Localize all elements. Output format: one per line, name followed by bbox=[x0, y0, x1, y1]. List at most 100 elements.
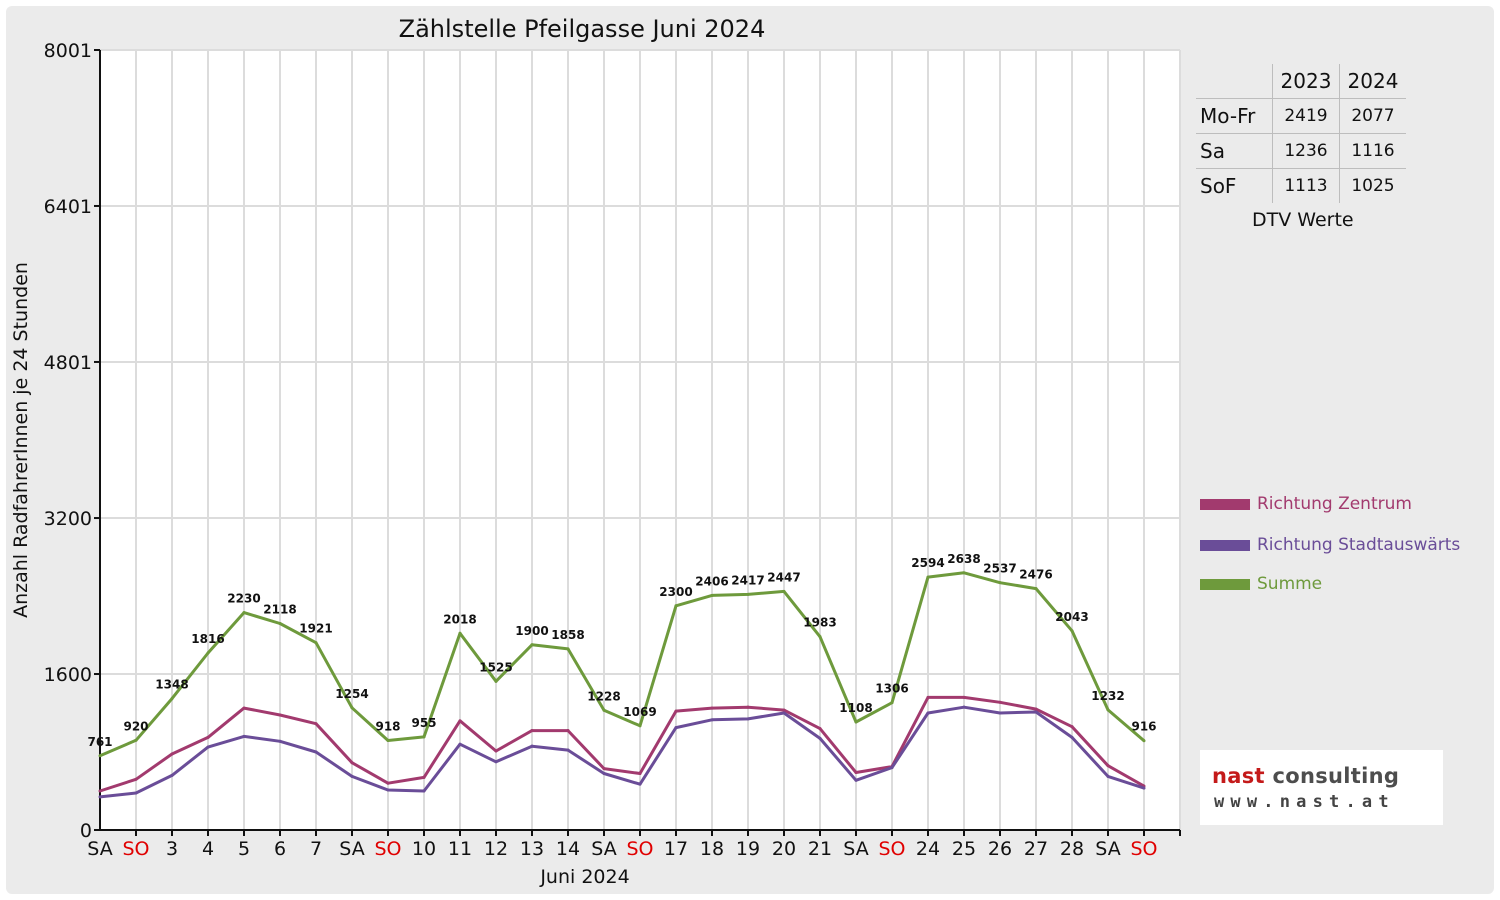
data-point bbox=[1070, 725, 1074, 729]
data-point bbox=[314, 722, 318, 726]
x-tick-label: SO bbox=[878, 838, 905, 860]
x-tick-label: SA bbox=[87, 838, 112, 860]
data-point bbox=[422, 775, 426, 779]
data-point bbox=[494, 679, 498, 683]
data-label: 918 bbox=[375, 720, 400, 734]
data-label: 1232 bbox=[1091, 689, 1124, 703]
x-tick-label: SO bbox=[1130, 838, 1157, 860]
dtv-cell: 1025 bbox=[1339, 168, 1406, 203]
dtv-row-label: Sa bbox=[1196, 133, 1273, 169]
x-tick-label: 17 bbox=[664, 838, 688, 860]
data-point bbox=[782, 589, 786, 593]
data-point bbox=[350, 706, 354, 710]
data-label: 1858 bbox=[551, 628, 584, 642]
data-label: 2594 bbox=[911, 556, 944, 570]
dtv-row-sa: Sa 1236 1116 bbox=[1196, 133, 1406, 169]
data-point bbox=[818, 635, 822, 639]
data-point bbox=[1106, 708, 1110, 712]
dtv-cell: 1236 bbox=[1272, 133, 1340, 169]
data-point bbox=[638, 724, 642, 728]
x-tick-label: 19 bbox=[736, 838, 760, 860]
y-tick-label: 3200 bbox=[44, 508, 92, 530]
data-point bbox=[98, 795, 102, 799]
dtv-row-label: SoF bbox=[1196, 168, 1273, 203]
dtv-header-row: 2023 2024 bbox=[1196, 64, 1406, 99]
data-point bbox=[170, 697, 174, 701]
data-label: 2406 bbox=[695, 574, 728, 588]
data-point bbox=[566, 748, 570, 752]
data-label: 761 bbox=[87, 735, 112, 749]
x-tick-label: SA bbox=[591, 838, 616, 860]
data-point bbox=[710, 593, 714, 597]
x-tick-label: SA bbox=[339, 838, 364, 860]
data-point bbox=[98, 754, 102, 758]
data-point bbox=[1034, 587, 1038, 591]
data-point bbox=[818, 727, 822, 731]
data-label: 2476 bbox=[1019, 568, 1052, 582]
data-point bbox=[746, 717, 750, 721]
x-tick-label: SA bbox=[1095, 838, 1120, 860]
dtv-row-sof: SoF 1113 1025 bbox=[1196, 168, 1406, 203]
axes: 0 1600 3200 4801 6401 8001 SA SO 3 4 5 6 7 SA SO 10 11 12… bbox=[44, 40, 1181, 860]
data-point bbox=[134, 777, 138, 781]
data-label: 1069 bbox=[623, 705, 656, 719]
data-point bbox=[422, 735, 426, 739]
data-point bbox=[854, 778, 858, 782]
data-point bbox=[710, 718, 714, 722]
y-tick-label: 6401 bbox=[44, 196, 92, 218]
data-label: 920 bbox=[123, 719, 148, 733]
dtv-cell: 1116 bbox=[1339, 133, 1406, 169]
data-point bbox=[494, 760, 498, 764]
data-label: 2018 bbox=[443, 612, 476, 626]
data-point bbox=[674, 709, 678, 713]
data-point bbox=[278, 622, 282, 626]
x-axis-title: Juni 2024 bbox=[539, 866, 629, 888]
dtv-cell: 2077 bbox=[1339, 98, 1406, 134]
data-point bbox=[998, 700, 1002, 704]
data-point bbox=[1034, 707, 1038, 711]
data-point bbox=[134, 791, 138, 795]
data-point bbox=[458, 719, 462, 723]
legend-swatch bbox=[1200, 539, 1250, 551]
data-point bbox=[1142, 739, 1146, 743]
data-point bbox=[314, 750, 318, 754]
data-point bbox=[998, 711, 1002, 715]
dtv-corner-cell bbox=[1196, 64, 1273, 99]
data-point bbox=[98, 789, 102, 793]
data-point bbox=[134, 738, 138, 742]
data-point bbox=[746, 705, 750, 709]
series-line-1 bbox=[99, 705, 1145, 799]
data-label: 1816 bbox=[191, 632, 224, 646]
x-tick-label: 13 bbox=[520, 838, 544, 860]
data-label: 2230 bbox=[227, 592, 260, 606]
data-point bbox=[458, 631, 462, 635]
data-point bbox=[674, 726, 678, 730]
data-point bbox=[494, 749, 498, 753]
data-point bbox=[1106, 774, 1110, 778]
x-tick-label: 26 bbox=[988, 838, 1012, 860]
y-tick-label: 0 bbox=[80, 820, 92, 842]
x-tick-label: 14 bbox=[556, 838, 580, 860]
logo-brand-grey: consulting bbox=[1272, 764, 1400, 788]
data-point bbox=[530, 744, 534, 748]
data-point bbox=[386, 788, 390, 792]
data-label: 2118 bbox=[263, 603, 296, 617]
company-logo: nast consulting www.nast.at bbox=[1200, 750, 1443, 825]
data-point bbox=[638, 771, 642, 775]
data-point bbox=[206, 651, 210, 655]
data-point bbox=[566, 729, 570, 733]
series-line-2 bbox=[99, 571, 1145, 758]
data-point bbox=[206, 745, 210, 749]
dtv-cell: 1113 bbox=[1272, 168, 1340, 203]
data-label: 1348 bbox=[155, 678, 188, 692]
legend-label: Richtung Zentrum bbox=[1257, 494, 1412, 514]
logo-wordmark: nast consulting bbox=[1212, 764, 1399, 788]
x-tick-label: 6 bbox=[274, 838, 286, 860]
x-tick-label: 18 bbox=[700, 838, 724, 860]
legend-label: Richtung Stadtauswärts bbox=[1257, 535, 1461, 555]
x-tick-label: SO bbox=[626, 838, 653, 860]
data-label: 2638 bbox=[947, 552, 980, 566]
data-point bbox=[890, 766, 894, 770]
data-label: 1525 bbox=[479, 660, 512, 674]
